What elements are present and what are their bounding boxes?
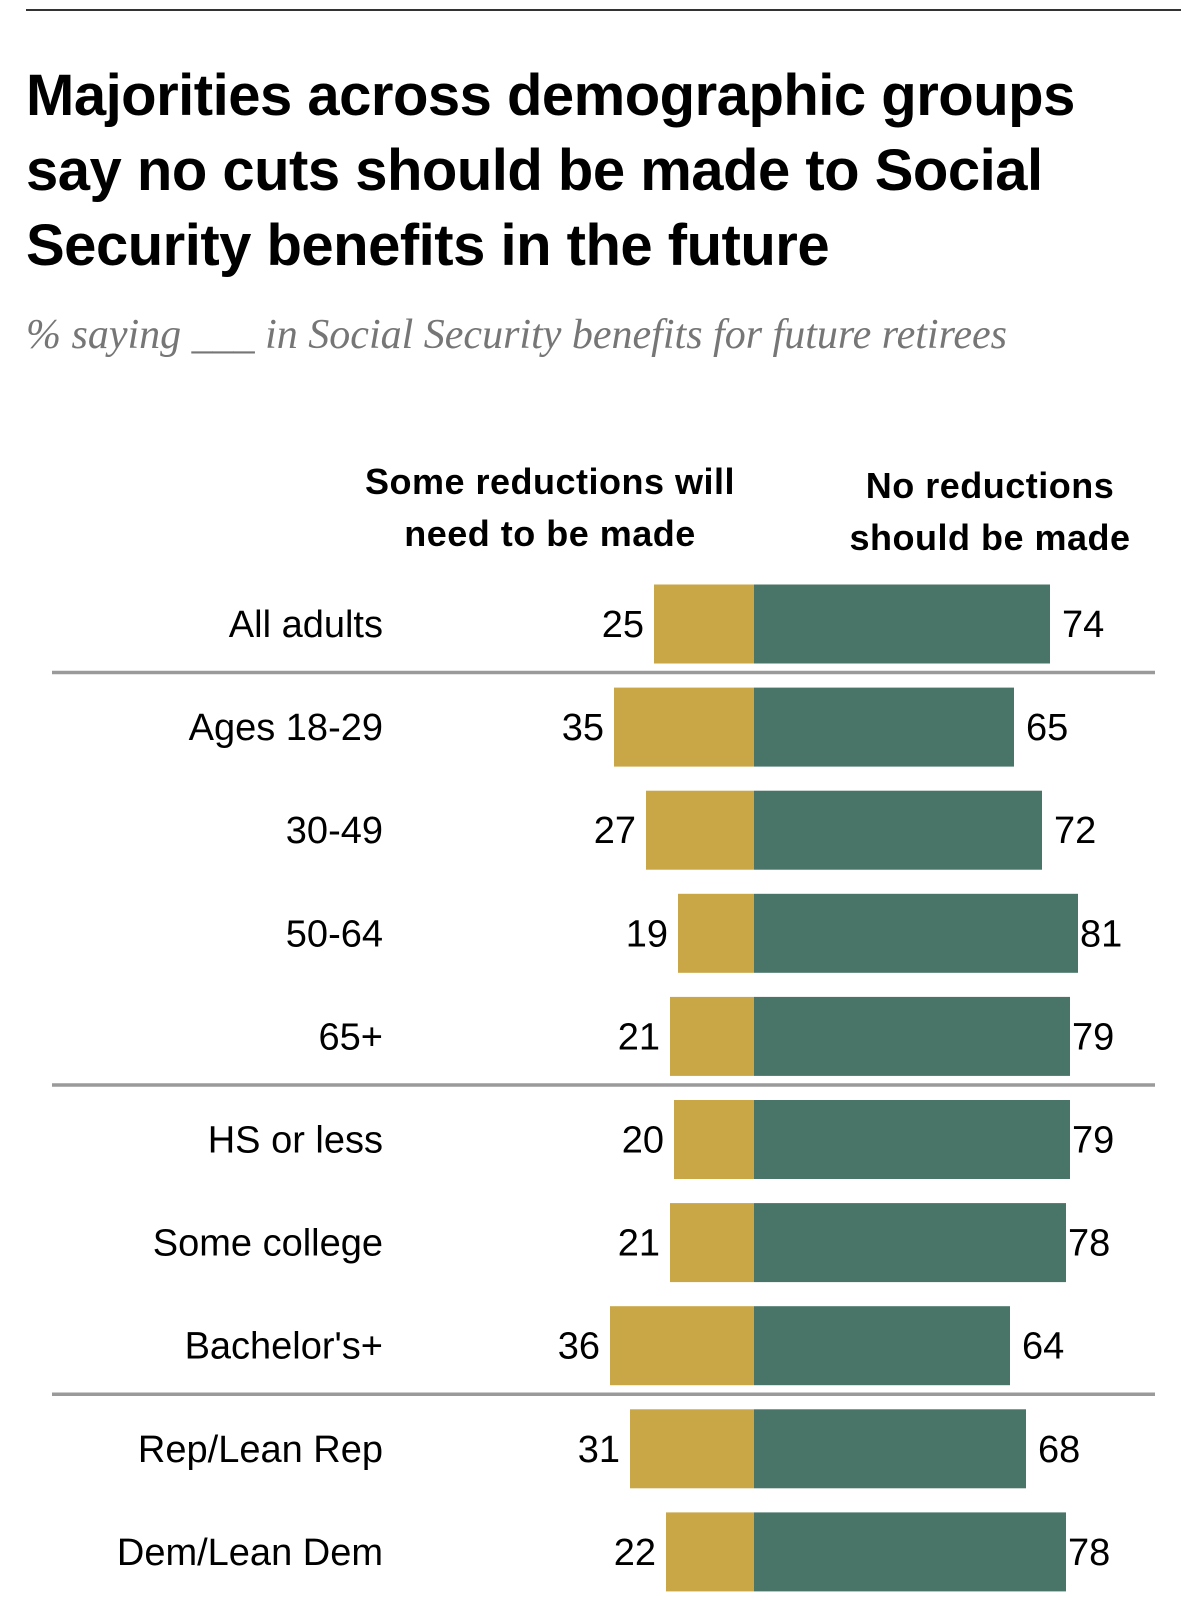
category-label: 65+	[319, 1016, 383, 1058]
chart-subtitle: % saying ___ in Social Security benefits…	[26, 312, 1007, 358]
category-label: 30-49	[286, 810, 383, 852]
data-label-some-reductions: 22	[614, 1532, 656, 1574]
data-label-no-reductions: 79	[1072, 1120, 1114, 1162]
bar-some-reductions	[670, 996, 754, 1076]
data-label-no-reductions: 79	[1072, 1016, 1114, 1058]
top-rule	[26, 9, 1181, 11]
category-label: Dem/Lean Dem	[117, 1532, 383, 1574]
bar-some-reductions	[666, 1512, 754, 1592]
bar-some-reductions	[678, 893, 754, 973]
data-label-some-reductions: 27	[594, 810, 636, 852]
bar-no-reductions	[754, 893, 1078, 973]
category-label: All adults	[229, 604, 383, 646]
bar-no-reductions	[754, 584, 1050, 664]
data-label-some-reductions: 20	[622, 1120, 664, 1162]
data-label-some-reductions: 19	[626, 913, 668, 955]
category-label: Bachelor's+	[185, 1326, 383, 1368]
bar-some-reductions	[674, 1100, 754, 1179]
bar-no-reductions	[754, 1203, 1066, 1283]
data-label-no-reductions: 65	[1026, 707, 1068, 749]
data-label-some-reductions: 35	[562, 707, 604, 749]
category-label: HS or less	[208, 1120, 383, 1162]
data-label-no-reductions: 68	[1038, 1429, 1080, 1471]
bar-no-reductions	[754, 1512, 1066, 1592]
category-label: Some college	[153, 1223, 383, 1265]
bar-no-reductions	[754, 1100, 1070, 1179]
data-label-some-reductions: 21	[618, 1016, 660, 1058]
bar-no-reductions	[754, 996, 1070, 1076]
bar-no-reductions	[754, 687, 1014, 767]
data-label-no-reductions: 78	[1068, 1223, 1110, 1265]
data-label-some-reductions: 36	[558, 1326, 600, 1368]
bar-no-reductions	[754, 1409, 1026, 1489]
column-header-some-reductions: Some reductions will need to be made	[364, 461, 736, 554]
data-label-no-reductions: 78	[1068, 1532, 1110, 1574]
bar-some-reductions	[646, 790, 754, 870]
data-label-some-reductions: 25	[602, 604, 644, 646]
data-label-some-reductions: 21	[618, 1223, 660, 1265]
category-label: Rep/Lean Rep	[138, 1429, 383, 1471]
data-label-no-reductions: 74	[1062, 604, 1104, 646]
data-label-some-reductions: 31	[578, 1429, 620, 1471]
data-label-no-reductions: 64	[1022, 1326, 1064, 1368]
category-label: 50-64	[286, 913, 383, 955]
column-header-no-reductions: No reductions should be made	[849, 465, 1131, 558]
bar-some-reductions	[654, 584, 754, 664]
bar-some-reductions	[630, 1409, 754, 1489]
bar-some-reductions	[614, 687, 754, 767]
chart-title: Majorities across demographic groups say…	[26, 63, 1075, 278]
bar-no-reductions	[754, 790, 1042, 870]
bar-some-reductions	[670, 1203, 754, 1283]
data-label-no-reductions: 72	[1054, 810, 1096, 852]
category-label: Ages 18-29	[189, 707, 383, 749]
data-label-no-reductions: 81	[1080, 913, 1122, 955]
bar-no-reductions	[754, 1306, 1010, 1386]
bar-some-reductions	[610, 1306, 754, 1386]
